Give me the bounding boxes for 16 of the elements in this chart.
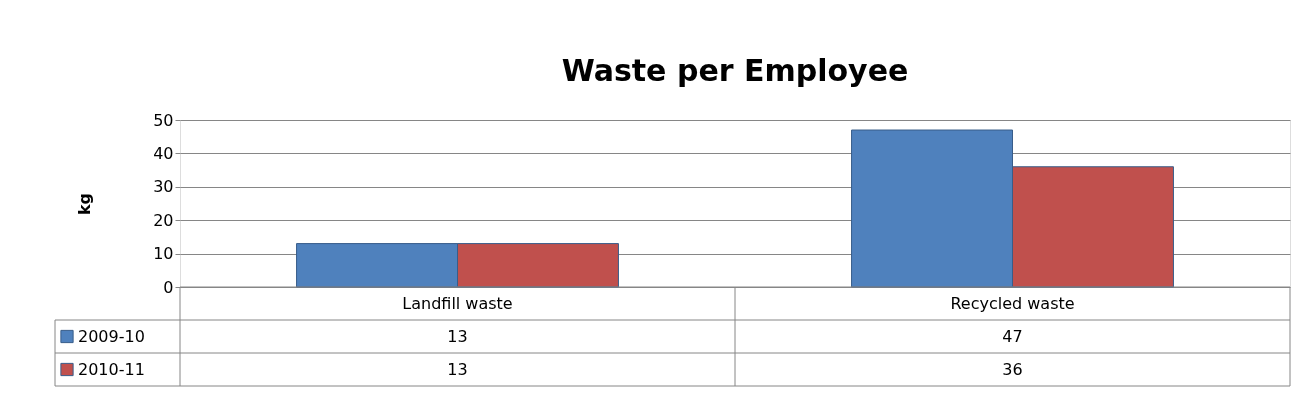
y-tick-label: 40 [153,143,174,163]
y-axis-title: kg [75,192,95,216]
data-label: 36 [1002,359,1023,379]
legend-label: 2010-11 [78,359,145,379]
x-tick-label: Recycled waste [950,293,1075,313]
chart-title: Waste per Employee [561,53,909,88]
y-tick-label: 20 [153,210,174,230]
data-label: 13 [447,326,468,346]
x-tick-label: Landfill waste [402,293,513,313]
y-tick-label: 10 [153,244,174,264]
y-tick-label: 30 [153,177,174,197]
y-tick-label: 50 [153,110,174,130]
data-label: 47 [1002,326,1023,346]
y-tick-label: 0 [163,277,174,297]
data-label: 13 [447,359,468,379]
legend-label: 2009-10 [78,326,145,346]
